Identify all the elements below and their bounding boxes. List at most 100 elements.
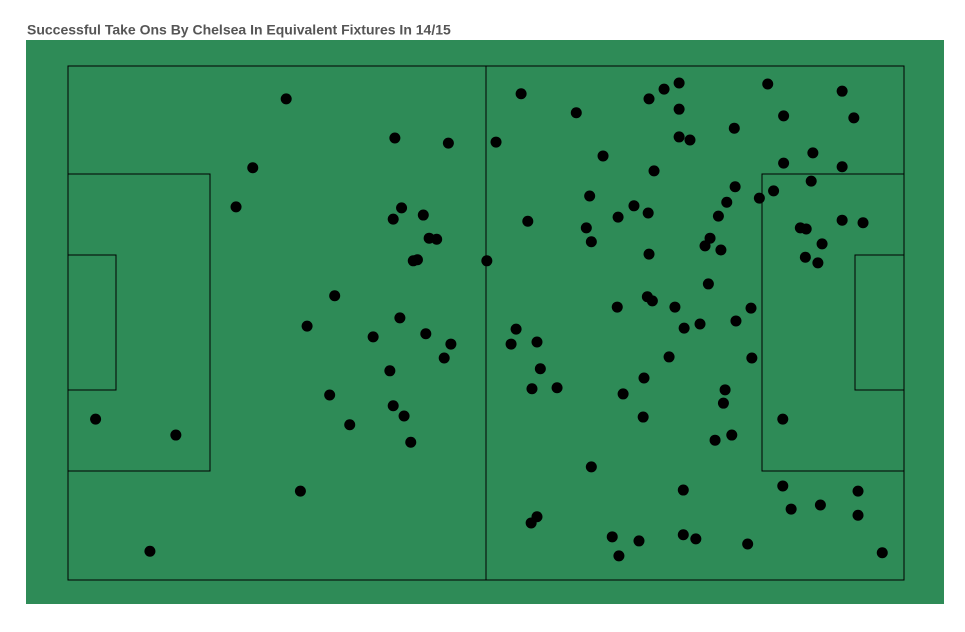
take-on-point xyxy=(753,192,765,204)
take-on-point xyxy=(384,365,396,377)
take-on-point xyxy=(531,336,543,348)
take-on-point xyxy=(648,165,660,177)
take-on-point xyxy=(643,93,655,105)
take-on-point xyxy=(745,302,757,314)
take-on-point xyxy=(712,210,724,222)
take-on-point xyxy=(505,338,517,350)
take-on-point xyxy=(585,461,597,473)
take-on-point xyxy=(702,278,714,290)
take-on-point xyxy=(816,238,828,250)
take-on-point xyxy=(490,136,502,148)
take-on-point xyxy=(584,190,596,202)
take-on-point xyxy=(836,85,848,97)
take-on-point xyxy=(721,196,733,208)
take-on-point xyxy=(389,132,401,144)
take-on-point xyxy=(673,131,685,143)
take-on-point xyxy=(247,162,259,174)
take-on-point xyxy=(778,157,790,169)
take-on-point xyxy=(294,485,306,497)
take-on-point xyxy=(876,547,888,559)
take-on-point xyxy=(431,233,443,245)
take-on-point xyxy=(396,202,408,214)
take-on-point xyxy=(857,217,869,229)
take-on-point xyxy=(848,112,860,124)
take-on-point xyxy=(694,318,706,330)
take-on-point xyxy=(673,103,685,115)
take-on-point xyxy=(807,147,819,159)
take-on-point xyxy=(836,161,848,173)
take-on-point xyxy=(684,134,696,146)
take-on-point xyxy=(728,122,740,134)
take-on-point xyxy=(658,83,670,95)
take-on-point xyxy=(417,209,429,221)
take-on-point xyxy=(617,388,629,400)
take-on-point xyxy=(144,545,156,557)
take-on-point xyxy=(580,222,592,234)
take-on-point xyxy=(762,78,774,90)
take-on-point xyxy=(699,240,711,252)
take-on-point xyxy=(170,429,182,441)
take-on-point xyxy=(785,503,797,515)
take-on-point xyxy=(420,328,432,340)
take-on-point xyxy=(301,320,313,332)
take-on-point xyxy=(726,429,738,441)
take-on-point xyxy=(613,550,625,562)
take-on-point xyxy=(690,533,702,545)
take-on-point xyxy=(746,352,758,364)
take-on-point xyxy=(715,244,727,256)
take-on-point xyxy=(719,384,731,396)
take-on-point xyxy=(611,301,623,313)
take-on-point xyxy=(628,200,640,212)
take-on-point xyxy=(742,538,754,550)
take-on-point xyxy=(814,499,826,511)
take-on-point xyxy=(633,535,645,547)
take-on-point xyxy=(438,352,450,364)
take-on-point xyxy=(515,88,527,100)
take-on-point xyxy=(778,110,790,122)
take-on-point xyxy=(280,93,292,105)
take-on-point xyxy=(405,436,417,448)
take-on-point xyxy=(642,207,654,219)
take-on-point xyxy=(852,509,864,521)
take-on-point xyxy=(526,383,538,395)
take-on-point xyxy=(329,290,341,302)
take-on-point xyxy=(510,323,522,335)
take-on-point xyxy=(606,531,618,543)
take-on-point xyxy=(387,213,399,225)
pitch xyxy=(67,65,905,581)
take-on-point xyxy=(643,248,655,260)
take-on-point xyxy=(663,351,675,363)
take-on-point xyxy=(324,389,336,401)
take-on-point xyxy=(597,150,609,162)
take-on-point xyxy=(344,419,356,431)
take-on-point xyxy=(836,214,848,226)
take-on-point xyxy=(570,107,582,119)
take-on-point xyxy=(678,322,690,334)
take-on-point xyxy=(805,175,817,187)
take-on-point xyxy=(398,410,410,422)
take-on-point xyxy=(411,254,423,266)
take-on-point xyxy=(394,312,406,324)
take-on-point xyxy=(777,480,789,492)
take-on-point xyxy=(812,257,824,269)
take-on-point xyxy=(90,413,102,425)
take-on-point xyxy=(637,411,649,423)
six-yard-box xyxy=(854,254,905,391)
take-on-point xyxy=(729,181,741,193)
plot-background xyxy=(26,40,944,604)
take-on-point xyxy=(612,211,624,223)
six-yard-box xyxy=(67,254,117,391)
take-on-point xyxy=(730,315,742,327)
chart-title: Successful Take Ons By Chelsea In Equiva… xyxy=(27,22,451,38)
take-on-point xyxy=(525,517,537,529)
take-on-point xyxy=(367,331,379,343)
take-on-point xyxy=(768,185,780,197)
take-on-point xyxy=(646,295,658,307)
take-on-point xyxy=(230,201,242,213)
take-on-point xyxy=(638,372,650,384)
take-on-point xyxy=(677,529,689,541)
take-on-point xyxy=(852,485,864,497)
take-on-point xyxy=(445,338,457,350)
